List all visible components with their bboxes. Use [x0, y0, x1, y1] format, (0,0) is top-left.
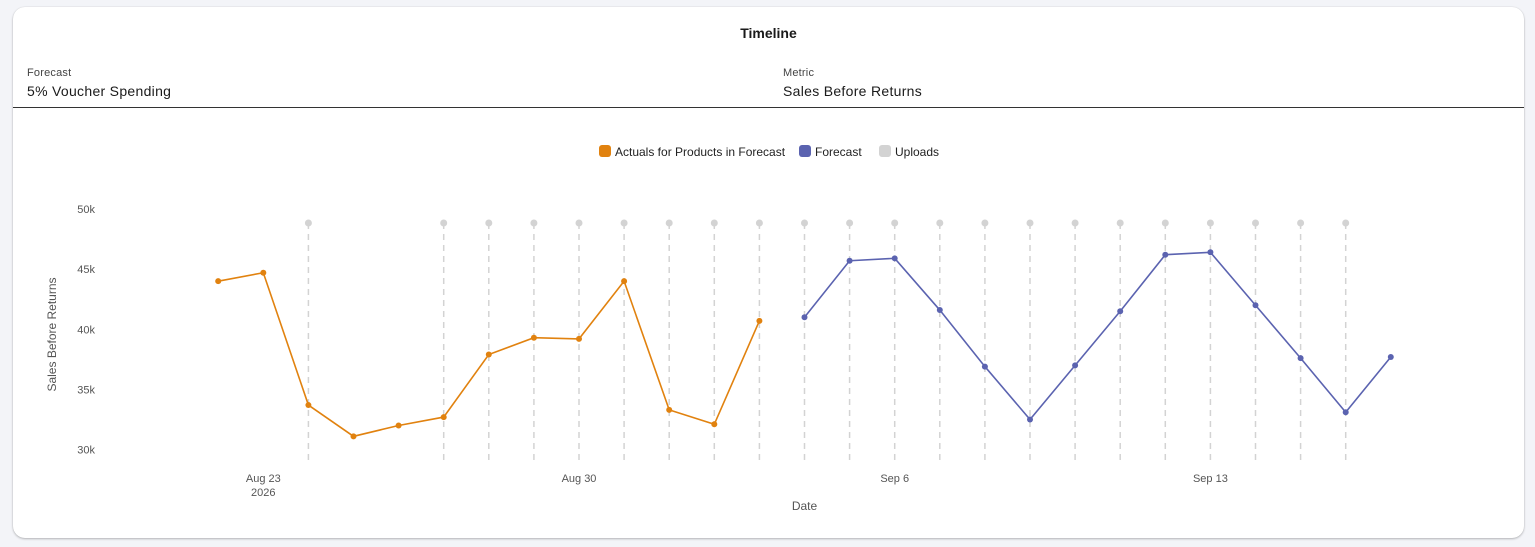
legend-forecast[interactable]: Forecast: [799, 145, 862, 159]
metric-field[interactable]: Metric Sales Before Returns: [783, 67, 922, 99]
y-axis-title: Sales Before Returns: [45, 277, 59, 391]
forecast-point: [1252, 302, 1259, 309]
upload-marker: [936, 219, 944, 227]
forecast-point: [1387, 353, 1394, 360]
y-axis: 30k 35k 40k 45k 50k: [77, 204, 95, 457]
upload-marker: [1026, 219, 1034, 227]
upload-marker: [620, 219, 628, 227]
actuals-point: [215, 278, 222, 285]
upload-marker: [710, 219, 718, 227]
y-tick-label: 50k: [77, 204, 95, 216]
forecast-point: [1207, 249, 1214, 256]
forecast-point: [1117, 308, 1124, 315]
actuals-point: [485, 351, 492, 358]
upload-marker: [485, 219, 493, 227]
forecast-point: [936, 307, 943, 314]
forecast-field-label: Forecast: [27, 67, 72, 79]
upload-marker: [1342, 219, 1350, 227]
actuals-point: [305, 402, 312, 409]
legend-uploads[interactable]: Uploads: [879, 145, 939, 159]
actuals-point: [756, 317, 763, 324]
upload-marker: [1116, 219, 1124, 227]
y-tick-label: 45k: [77, 264, 95, 276]
uploads-layer: [304, 219, 1350, 464]
actuals-point: [395, 422, 402, 429]
legend-swatch: [599, 145, 611, 157]
forecast-point: [981, 363, 988, 370]
upload-marker: [1071, 219, 1079, 227]
x-tick-label: Aug 23: [246, 473, 281, 485]
timeline-chart: Actuals for Products in Forecast Forecast…: [45, 145, 1394, 513]
x-axis: Aug 23 2026 Aug 30 Sep 6 Sep 13: [246, 473, 1228, 499]
forecast-point: [1297, 355, 1304, 362]
x-tick-label: Aug 30: [562, 473, 597, 485]
x-tick-sublabel: 2026: [251, 487, 275, 499]
x-tick-label: Sep 13: [1193, 473, 1228, 485]
actuals-point: [621, 278, 628, 285]
card-title: Timeline: [740, 25, 797, 41]
x-tick-label: Sep 6: [880, 473, 909, 485]
actuals-point: [260, 269, 267, 276]
metric-field-value[interactable]: Sales Before Returns: [783, 83, 923, 99]
legend-swatch: [879, 145, 891, 157]
forecast-point: [1027, 416, 1033, 423]
y-tick-label: 35k: [77, 384, 95, 396]
legend-label: Forecast: [815, 145, 862, 159]
forecast-point: [846, 257, 853, 264]
forecast-point: [891, 255, 898, 262]
upload-marker: [530, 219, 538, 227]
upload-marker: [575, 219, 583, 227]
forecast-field-value[interactable]: 5% Voucher Spending: [27, 83, 172, 99]
forecast-point: [1342, 409, 1349, 416]
chart-legend: Actuals for Products in Forecast Forecast…: [599, 145, 939, 159]
header-divider: [13, 107, 1524, 108]
actuals-point: [440, 414, 447, 421]
actuals-point: [711, 421, 718, 428]
x-axis-title: Date: [792, 499, 818, 513]
forecast-line: [803, 251, 1392, 421]
actuals-point: [666, 406, 673, 413]
series-layer: [215, 249, 1394, 440]
legend-actuals[interactable]: Actuals for Products in Forecast: [599, 145, 786, 159]
timeline-card: Timeline Forecast 5% Voucher Spending Me…: [13, 7, 1524, 538]
upload-marker: [1252, 219, 1259, 227]
forecast-field[interactable]: Forecast 5% Voucher Spending: [27, 67, 171, 99]
actuals-point: [576, 335, 582, 342]
y-tick-label: 30k: [77, 445, 95, 457]
upload-marker: [1206, 219, 1214, 227]
upload-marker: [846, 219, 854, 227]
upload-marker: [1297, 219, 1305, 227]
forecast-point: [801, 314, 808, 321]
upload-marker: [440, 219, 448, 227]
upload-marker: [665, 219, 673, 227]
forecast-point: [1072, 362, 1079, 369]
upload-marker: [981, 219, 989, 227]
legend-swatch: [799, 145, 811, 157]
y-tick-label: 40k: [77, 324, 95, 336]
legend-label: Actuals for Products in Forecast: [615, 145, 786, 159]
upload-marker: [801, 219, 808, 227]
upload-marker: [891, 219, 899, 227]
upload-marker: [755, 219, 763, 227]
upload-marker: [1161, 219, 1169, 227]
forecast-point: [1162, 251, 1169, 258]
legend-label: Uploads: [895, 145, 939, 159]
metric-field-label: Metric: [783, 67, 815, 79]
actuals-point: [350, 433, 357, 440]
upload-marker: [304, 219, 312, 227]
actuals-point: [530, 334, 537, 341]
